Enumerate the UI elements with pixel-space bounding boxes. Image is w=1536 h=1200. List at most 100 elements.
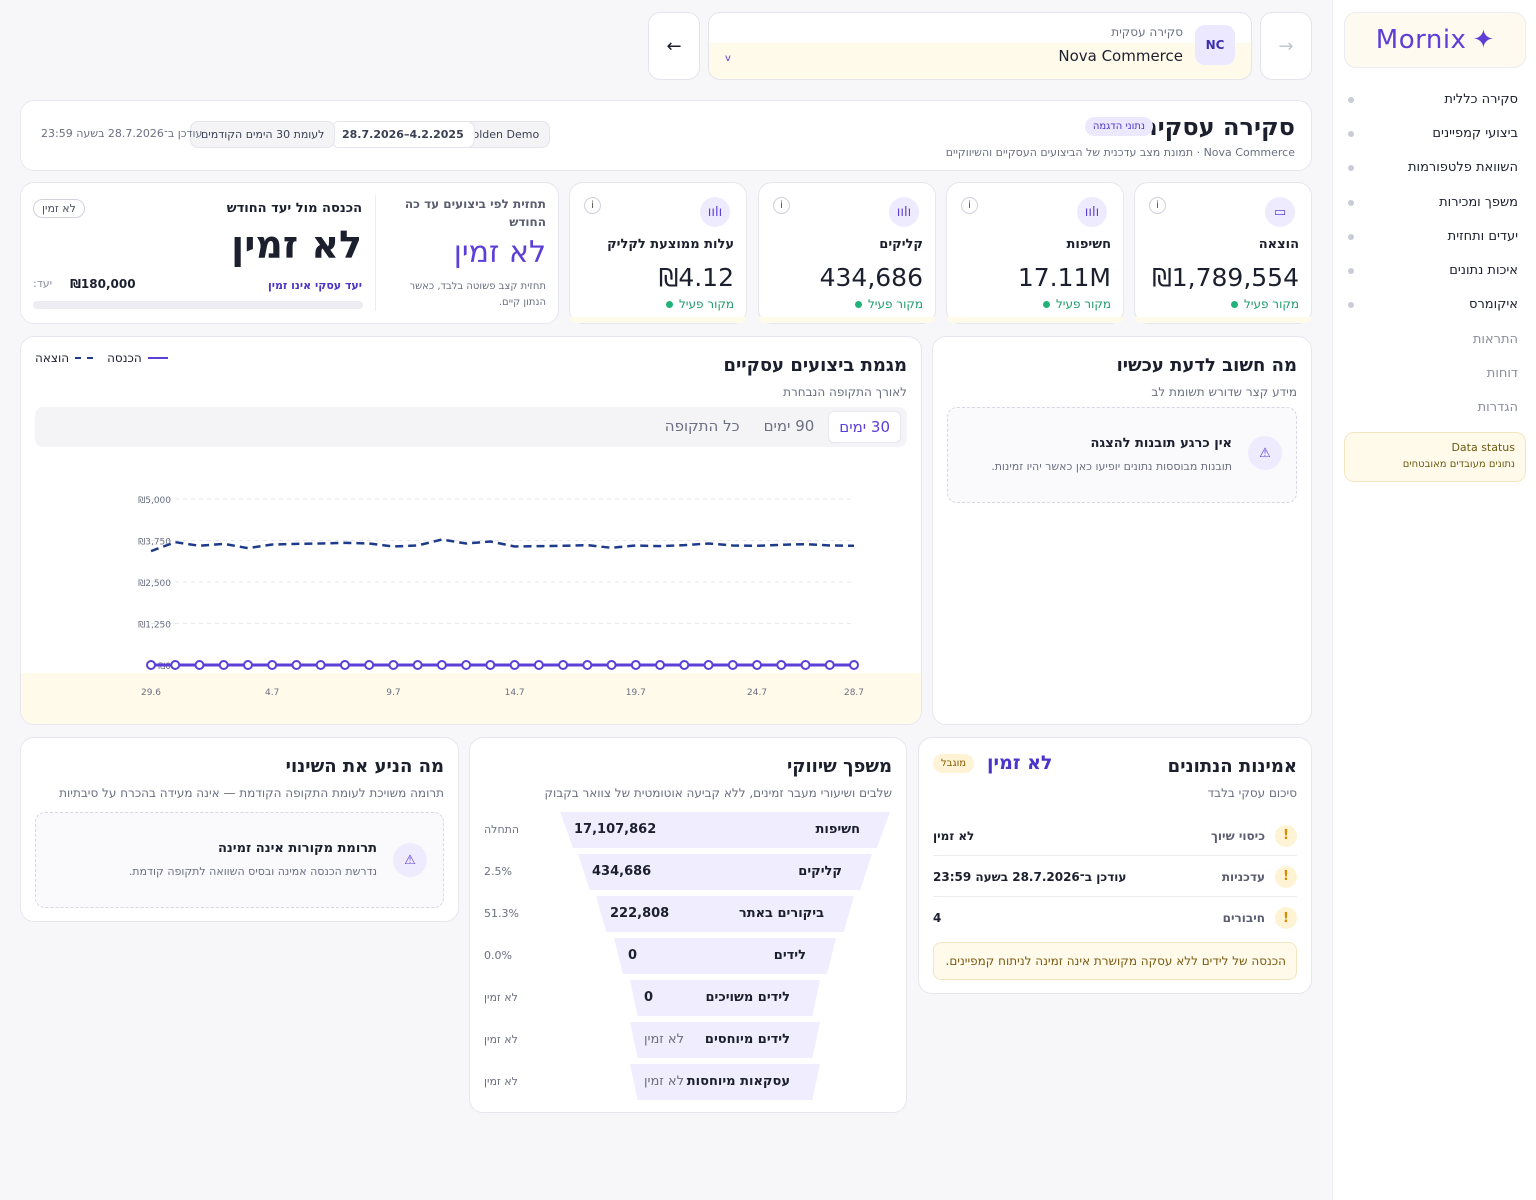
bar-chart-icon: ıılı: [889, 197, 919, 227]
goal-row: ₪180,000 יעד:: [33, 277, 136, 291]
info-icon[interactable]: i: [1149, 197, 1166, 214]
revenue-point: [630, 660, 641, 670]
target-title: הכנסה מול יעד החודש: [226, 201, 362, 216]
kpi-card-spend: ▭ i הוצאה ₪1,789,554 מקור פעיל: [1134, 182, 1312, 324]
trust-row-label: כיסוי שיוך: [1211, 828, 1265, 843]
kpi-card-impressions: ıılı i חשיפות 17.11M מקור פעיל: [946, 182, 1124, 324]
revenue-point: [582, 660, 593, 670]
kpi-label: הוצאה: [1258, 237, 1299, 252]
drivers-empty-title: תרומת מקורות אינה זמינה: [217, 841, 377, 856]
kpi-label: עלות ממוצעת לקליק: [607, 237, 734, 252]
kpi-card-clicks: ıılı i קליקים 434,686 מקור פעיל: [758, 182, 936, 324]
tab-30-days[interactable]: 30 ימים: [828, 411, 901, 443]
account-switcher[interactable]: NC סקירה עסקית Nova Commerce v: [708, 12, 1252, 80]
sidebar-item-settings[interactable]: הגדרות: [1348, 400, 1518, 415]
insights-empty-title: אין כרגע תובנות להצגה: [1090, 436, 1232, 451]
sidebar-item-platforms[interactable]: השוואת פלטפורמות: [1348, 160, 1518, 175]
funnel-bar: [596, 896, 854, 932]
funnel-stage-label: לידים מיוחסים: [704, 1032, 790, 1047]
chevron-down-icon: v: [725, 53, 731, 64]
y-tick-label: ₪5,000: [138, 496, 171, 506]
trust-row-value: 4: [933, 911, 942, 925]
x-tick-label: 14.7: [505, 688, 525, 698]
revenue-point: [436, 660, 447, 670]
kpi-value: 17.11M: [1017, 263, 1111, 292]
kpi-label: חשיפות: [1066, 237, 1111, 252]
solid-line-icon: [147, 357, 168, 359]
sidebar-item-goals[interactable]: יעדים ותחזית: [1348, 229, 1518, 244]
insights-empty: ⚠ אין כרגע תובנות להצגה תובנות מבוססות נ…: [947, 407, 1297, 503]
goal-note: יעד עסקי אינו זמין: [267, 279, 362, 292]
trust-row: ! כיסוי שיוך לא זמין: [933, 816, 1297, 856]
account-name: Nova Commerce: [1058, 47, 1183, 65]
forward-button[interactable]: →: [1260, 12, 1312, 80]
account-avatar: NC: [1195, 25, 1235, 65]
sidebar-item-label: התראות: [1472, 332, 1518, 347]
nav-dot-icon: [1348, 199, 1354, 206]
forecast-title: תחזית לפי ביצועים עד כה החודש: [404, 197, 546, 229]
info-icon[interactable]: i: [584, 197, 601, 214]
tab-90-days[interactable]: 90 ימים: [763, 417, 815, 435]
nav-dot-icon: [1348, 233, 1354, 240]
sidebar-item-label: איכות נתונים: [1449, 263, 1518, 278]
funnel-rate: לא זמין: [484, 1033, 518, 1046]
wallet-icon: ▭: [1265, 197, 1295, 227]
funnel-bar: [630, 1064, 820, 1100]
page-title: סקירה עסקית: [1141, 113, 1295, 141]
tab-all-period[interactable]: כל התקופה: [664, 417, 740, 435]
kpi-card-cpc: ıılı i עלות ממוצעת לקליק ₪4.12 מקור פעיל: [569, 182, 747, 324]
chart-legend: הוצאה הכנסה: [35, 351, 168, 365]
account-switcher-bg: [709, 43, 1251, 79]
back-button[interactable]: ←: [648, 12, 700, 80]
kpi-source: מקור פעיל: [665, 297, 734, 311]
drivers-empty: ⚠ תרומת מקורות אינה זמינה נדרשת הכנסה אמ…: [35, 812, 444, 908]
sidebar-item-data-quality[interactable]: איכות נתונים: [1348, 263, 1518, 278]
trend-subtitle: לאורך התקופה הנבחרת: [783, 385, 907, 399]
date-range-chip[interactable]: 4.2.2025–28.7.2026: [331, 121, 475, 148]
status-dot-icon: [1230, 300, 1238, 308]
bar-chart-icon: ıılı: [1077, 197, 1107, 227]
status-dot-icon: [1042, 300, 1050, 308]
sidebar-item-reports[interactable]: דוחות: [1348, 366, 1518, 381]
revenue-point: [267, 660, 278, 670]
divider: [375, 195, 376, 311]
kpi-footer: [1135, 317, 1311, 323]
status-badge: לא זמין: [33, 199, 85, 218]
sparkle-icon: ✦: [1472, 25, 1495, 55]
sidebar-item-alerts[interactable]: התראות: [1348, 332, 1518, 347]
revenue-point: [752, 660, 763, 670]
bar-chart-icon: ıılı: [700, 197, 730, 227]
insights-card: מה חשוב לדעת עכשיו מידע קצר שדורש תשומת …: [932, 336, 1312, 725]
data-status-title: Data status: [1451, 441, 1515, 454]
compare-chip[interactable]: לעומת 30 הימים הקודמים: [190, 121, 336, 148]
legend-revenue-label: הכנסה: [107, 351, 142, 365]
demo-badge: נתוני הדגמה: [1084, 117, 1153, 136]
funnel-stage-value: 17,107,862: [574, 822, 657, 837]
info-icon[interactable]: i: [961, 197, 978, 214]
revenue-point: [461, 660, 472, 670]
trust-row: ! חיבורים 4: [933, 898, 1297, 938]
brand-logo[interactable]: ✦ Mornix: [1344, 12, 1526, 68]
sidebar-item-overview[interactable]: סקירה כללית: [1348, 92, 1518, 107]
sidebar-item-label: הגדרות: [1477, 400, 1518, 415]
sidebar-item-label: איקומרס: [1469, 297, 1518, 312]
sidebar-item-funnel[interactable]: משפך ומכירות: [1348, 195, 1518, 210]
info-icon[interactable]: i: [773, 197, 790, 214]
trend-chart: ₪0 ₪1,250 ₪2,500 ₪3,750 ₪5,000 29.6 4.7 9.7 14.7…: [138, 496, 864, 698]
funnel-bar: [578, 854, 872, 890]
funnel-bar: [614, 938, 836, 974]
goal-label: יעד:: [33, 277, 53, 290]
funnel-rate: לא זמין: [484, 1075, 518, 1088]
revenue-point: [606, 660, 617, 670]
funnel-stage-label: לידים משויכים: [705, 990, 790, 1005]
kpi-value: ₪1,789,554: [1152, 263, 1299, 292]
revenue-point: [170, 660, 181, 670]
revenue-point: [412, 660, 423, 670]
status-dot-icon: [854, 300, 862, 308]
forecast-note: תחזית קצב פשוטה בלבד, כאשר הנתון קיים.: [409, 281, 546, 308]
legend-spend-label: הוצאה: [35, 351, 70, 365]
revenue-point: [242, 660, 253, 670]
data-trust-card: אמינות הנתונים סיכום עסקי בלבד לא זמין מ…: [918, 737, 1312, 994]
sidebar-item-ecommerce[interactable]: איקומרס: [1348, 297, 1518, 312]
sidebar-item-campaigns[interactable]: ביצועי קמפיינים: [1348, 126, 1518, 141]
